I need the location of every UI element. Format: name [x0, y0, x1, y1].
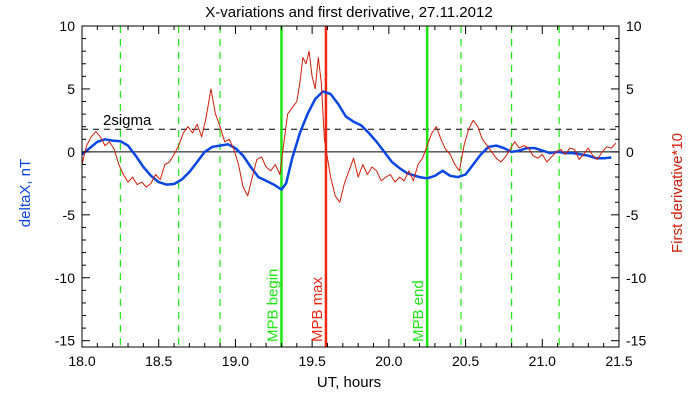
derivative-series-line	[81, 50, 617, 203]
y-tick-label-left: -5	[63, 207, 76, 223]
y-tick-label-right: 10	[626, 18, 642, 34]
y-tick-label-right: 0	[626, 144, 634, 160]
y-tick-label-right: -10	[626, 270, 646, 286]
threshold-label: 2sigma	[103, 112, 152, 129]
deltaX-series-line	[81, 90, 612, 191]
x-tick-label: 21.0	[529, 353, 556, 369]
marker-label-mpb-begin: MPB begin	[264, 269, 281, 342]
series-layer	[81, 50, 617, 203]
reference-lines-layer	[82, 26, 619, 347]
y-tick-label-right: -15	[626, 333, 646, 349]
y-tick-label-left: 10	[59, 18, 75, 34]
x-tick-label: 20.0	[375, 353, 402, 369]
marker-label-mpb-max: MPB max	[309, 276, 326, 342]
y-tick-label-left: 5	[67, 81, 75, 97]
marker-label-mpb-end: MPB end	[410, 280, 427, 342]
x-tick-label: 18.0	[68, 353, 95, 369]
y-tick-label-left: -15	[55, 333, 75, 349]
axes-layer: 18.0 18.5 19.0 19.5 20.0 20.5 21.0 21.5 10 5 0 -5 -1…	[55, 18, 647, 369]
y-axis-label-left: deltaX, nT	[17, 159, 34, 227]
y-tick-label-left: -10	[55, 270, 75, 286]
marker-labels: MPB begin MPB max MPB end	[264, 269, 427, 342]
y-axis-label-right: First derivative*10	[669, 133, 686, 253]
plot-frame	[81, 25, 620, 348]
x-tick-label: 20.5	[452, 353, 479, 369]
y-tick-label-right: 5	[626, 81, 634, 97]
x-axis-label: UT, hours	[317, 374, 381, 391]
x-tick-label: 19.5	[299, 353, 326, 369]
x-tick-label: 19.0	[222, 353, 249, 369]
chart-title: X-variations and first derivative, 27.11…	[205, 4, 492, 21]
x-tick-label: 18.5	[145, 353, 172, 369]
y-tick-label-right: -5	[626, 207, 639, 223]
x-tick-label: 21.5	[605, 353, 632, 369]
y-tick-label-left: 0	[67, 144, 75, 160]
